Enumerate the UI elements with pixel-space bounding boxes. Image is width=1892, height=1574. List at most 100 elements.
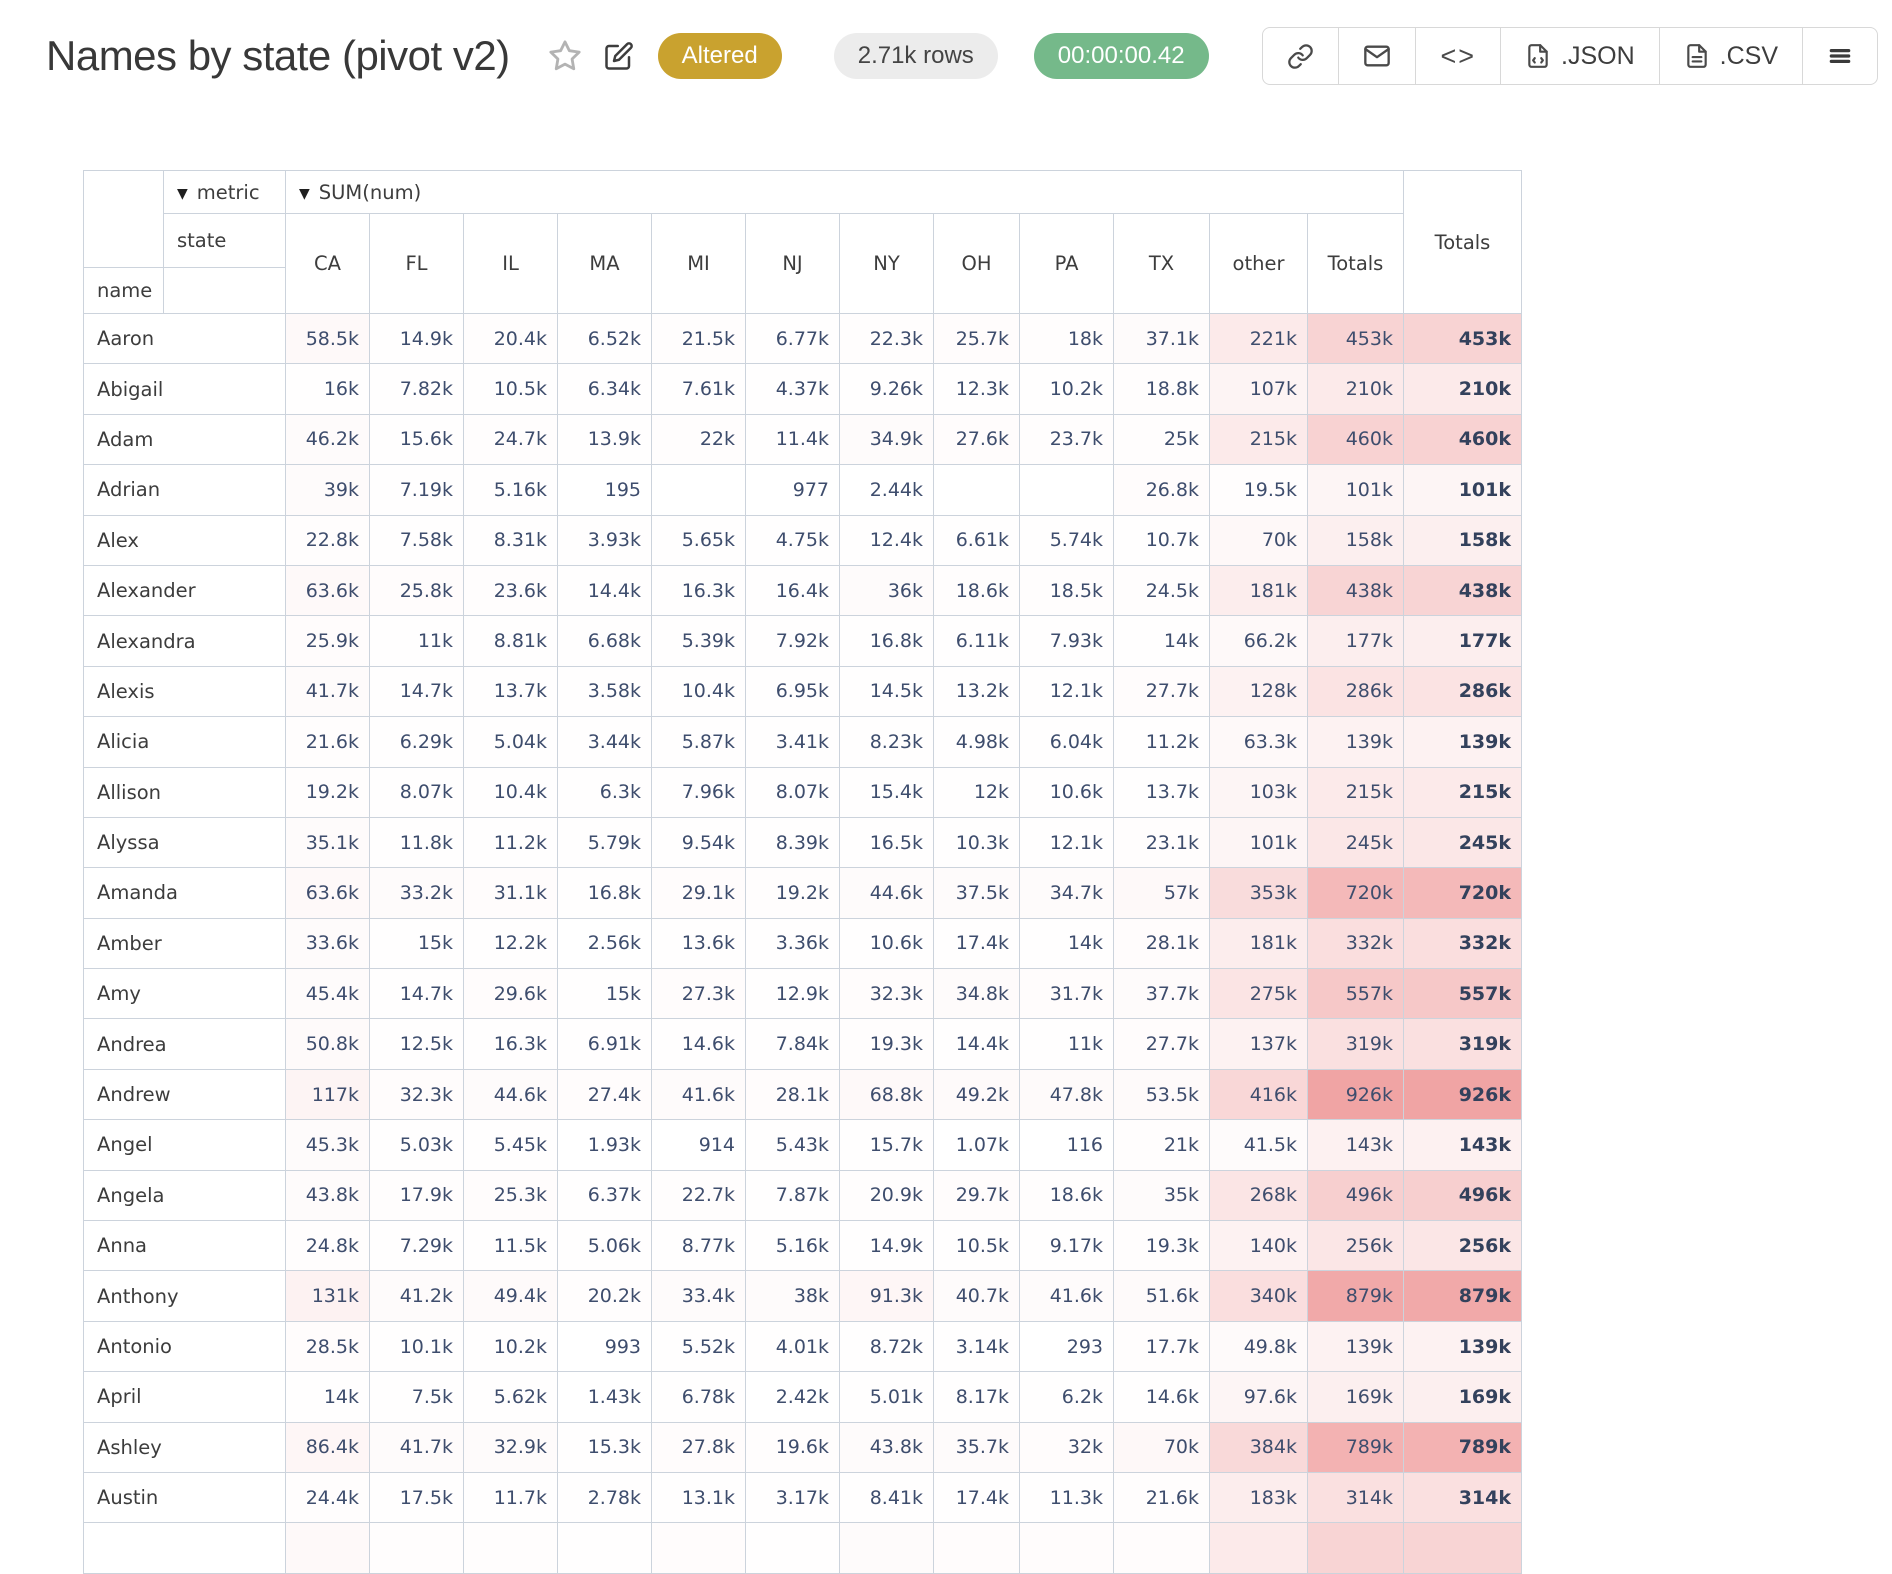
csv-file-icon: [1684, 43, 1710, 69]
value-cell: 14.5k: [839, 665, 934, 718]
table-row: Aaron 58.5k 14.9k 20.4k 6.52k 21.5k 6.77k 22.3k…: [83, 312, 1522, 365]
value-cell: 8.17k: [933, 1371, 1020, 1423]
value-cell: 215k: [1307, 766, 1404, 818]
value-cell: 8.72k: [839, 1320, 934, 1373]
metric-filter-cell[interactable]: ▼ metric: [163, 170, 286, 214]
value-cell: 22k: [651, 413, 746, 466]
value-cell: 51.6k: [1113, 1270, 1210, 1322]
value-cell: 12.1k: [1019, 816, 1114, 869]
value-cell: 15.3k: [557, 1421, 652, 1473]
value-cell: 36k: [839, 564, 934, 617]
sum-filter-cell[interactable]: ▼ SUM(num): [285, 170, 1404, 214]
value-cell: 101k: [1307, 464, 1404, 516]
value-cell: 57k: [1113, 867, 1210, 919]
value-cell: 28.1k: [1113, 917, 1210, 970]
value-cell: [839, 1522, 934, 1574]
code-icon: <>: [1440, 40, 1477, 71]
value-cell: 14.9k: [839, 1220, 934, 1272]
value-cell: 11k: [369, 615, 464, 667]
value-cell: 19.2k: [285, 766, 370, 818]
value-cell: 116: [1019, 1119, 1114, 1171]
value-cell: 221k: [1209, 312, 1308, 365]
value-cell: [557, 1522, 652, 1574]
value-cell: 3.93k: [557, 514, 652, 566]
menu-button[interactable]: [1802, 28, 1877, 84]
grand-total-cell: 169k: [1403, 1371, 1522, 1423]
value-cell: 2.78k: [557, 1471, 652, 1524]
value-cell: 17.9k: [369, 1169, 464, 1222]
value-cell: 268k: [1209, 1169, 1308, 1222]
value-cell: 7.19k: [369, 464, 464, 516]
value-cell: 16.3k: [463, 1018, 558, 1070]
row-name-cell: Amy: [83, 968, 286, 1020]
value-cell: 23.6k: [463, 564, 558, 617]
value-cell: 5.16k: [745, 1220, 840, 1272]
download-json-button[interactable]: .JSON: [1500, 28, 1659, 84]
value-cell: 3.17k: [745, 1471, 840, 1524]
table-row: Angela 43.8k 17.9k 25.3k 6.37k 22.7k 7.87k 20.9…: [83, 1169, 1522, 1222]
value-cell: 6.91k: [557, 1018, 652, 1070]
corner-blank-cell: [83, 170, 164, 268]
value-cell: 6.34k: [557, 363, 652, 415]
value-cell: 5.79k: [557, 816, 652, 869]
grand-total-cell: 286k: [1403, 665, 1522, 718]
value-cell: 25.7k: [933, 312, 1020, 365]
value-cell: 275k: [1209, 968, 1308, 1020]
value-cell: 23.1k: [1113, 816, 1210, 869]
value-cell: 15.6k: [369, 413, 464, 466]
value-cell: 5.87k: [651, 716, 746, 768]
value-cell: 41.6k: [651, 1068, 746, 1121]
value-cell: 35k: [1113, 1169, 1210, 1222]
value-cell: [369, 1522, 464, 1574]
star-icon[interactable]: [548, 39, 582, 73]
value-cell: 6.78k: [651, 1371, 746, 1423]
value-cell: [651, 464, 746, 516]
grand-total-cell: 245k: [1403, 816, 1522, 869]
value-cell: [1019, 464, 1114, 516]
email-button[interactable]: [1338, 28, 1416, 84]
value-cell: 21.6k: [1113, 1471, 1210, 1524]
value-cell: 286k: [1307, 665, 1404, 718]
value-cell: 24.8k: [285, 1220, 370, 1272]
value-cell: 16k: [285, 363, 370, 415]
value-cell: 43.8k: [839, 1421, 934, 1473]
value-cell: 8.41k: [839, 1471, 934, 1524]
row-name-cell: Alicia: [83, 716, 286, 768]
value-cell: 40.7k: [933, 1270, 1020, 1322]
embed-code-button[interactable]: <>: [1415, 28, 1501, 84]
row-name-cell: Abigail: [83, 363, 286, 415]
value-cell: 5.74k: [1019, 514, 1114, 566]
row-name-cell: Adrian: [83, 464, 286, 516]
value-cell: 49.2k: [933, 1068, 1020, 1121]
share-link-button[interactable]: [1263, 28, 1339, 84]
value-cell: 7.82k: [369, 363, 464, 415]
table-row: Antonio 28.5k 10.1k 10.2k 993 5.52k 4.01k 8.72k…: [83, 1320, 1522, 1373]
value-cell: 13.2k: [933, 665, 1020, 718]
value-cell: 46.2k: [285, 413, 370, 466]
value-cell: 14.4k: [933, 1018, 1020, 1070]
value-cell: 5.45k: [463, 1119, 558, 1171]
value-cell: 101k: [1209, 816, 1308, 869]
value-cell: 6.52k: [557, 312, 652, 365]
value-cell: 63.6k: [285, 867, 370, 919]
sum-label: SUM(num): [318, 180, 422, 204]
download-csv-button[interactable]: .CSV: [1658, 28, 1802, 84]
value-cell: 10.1k: [369, 1320, 464, 1373]
menu-icon: [1827, 43, 1853, 69]
value-cell: 16.5k: [839, 816, 934, 869]
value-cell: 27.3k: [651, 968, 746, 1020]
value-cell: 63.6k: [285, 564, 370, 617]
value-cell: 29.6k: [463, 968, 558, 1020]
value-cell: 131k: [285, 1270, 370, 1322]
value-cell: 34.7k: [1019, 867, 1114, 919]
table-row: April 14k 7.5k 5.62k 1.43k 6.78k 2.42k 5.01k 8.1…: [83, 1371, 1522, 1423]
value-cell: 25.9k: [285, 615, 370, 667]
table-row: Anna 24.8k 7.29k 11.5k 5.06k 8.77k 5.16k 14.9k 1…: [83, 1220, 1522, 1272]
value-cell: 18.8k: [1113, 363, 1210, 415]
value-cell: 3.58k: [557, 665, 652, 718]
value-cell: 12.9k: [745, 968, 840, 1020]
value-cell: 28.1k: [745, 1068, 840, 1121]
edit-icon[interactable]: [604, 41, 634, 71]
value-cell: 97.6k: [1209, 1371, 1308, 1423]
grand-total-cell: 460k: [1403, 413, 1522, 466]
